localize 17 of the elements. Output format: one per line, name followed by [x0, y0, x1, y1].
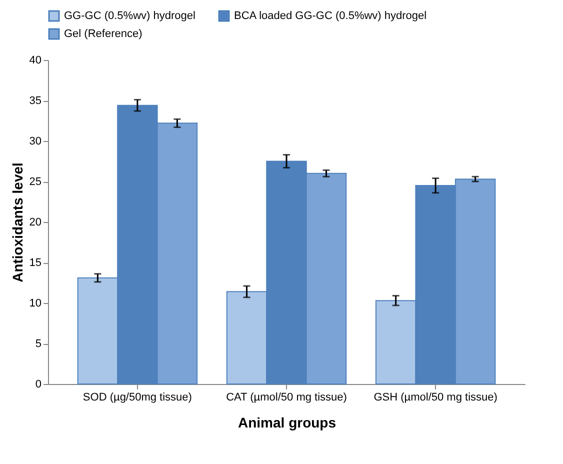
legend-label: BCA loaded GG-GC (0.5%wv) hydrogel	[234, 10, 427, 22]
y-tick-label: 30	[29, 136, 42, 148]
y-axis-title: Antioxidants level	[9, 162, 26, 282]
y-tick-label: 20	[29, 216, 42, 228]
x-tick-label: CAT (µmol/50 mg tissue)	[226, 392, 347, 404]
x-tick-label: SOD (µg/50mg tissue)	[82, 392, 192, 404]
legend-label: GG-GC (0.5%wv) hydrogel	[64, 10, 196, 22]
y-tick-label: 35	[29, 95, 42, 107]
y-tick-label: 15	[29, 257, 42, 269]
y-tick-label: 5	[35, 338, 42, 350]
x-tick-label: GSH (µmol/50 mg tissue)	[374, 392, 498, 404]
y-tick-label: 25	[29, 176, 42, 188]
legend-label: Gel (Reference)	[64, 28, 142, 40]
y-tick-label: 0	[35, 378, 42, 390]
y-tick-label: 40	[29, 54, 42, 66]
x-axis-title: Animal groups	[238, 414, 336, 430]
y-tick-label: 10	[29, 298, 42, 310]
